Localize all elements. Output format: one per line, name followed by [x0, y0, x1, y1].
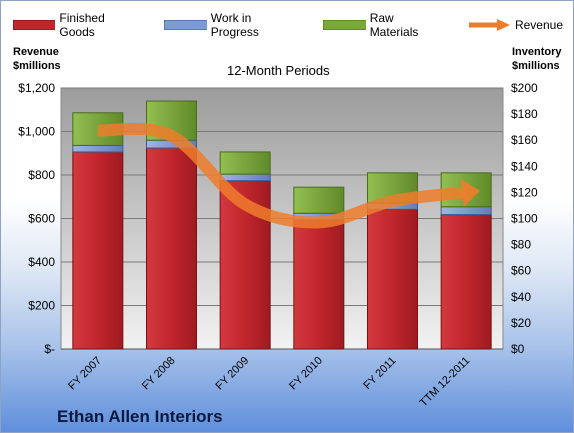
- bar-work-in-progress: [219, 173, 271, 182]
- legend-item-work-in-progress: Work in Progress: [164, 11, 299, 39]
- y-tick-right-label: $80: [511, 238, 531, 252]
- right-axis-title: Inventory $millions: [512, 46, 562, 72]
- y-tick-right-label: $200: [511, 81, 538, 95]
- x-tick-label: TTM 12-2011: [418, 355, 473, 410]
- y-tick-right-label: $180: [511, 107, 538, 121]
- legend-item-finished-goods: Finished Goods: [13, 11, 140, 39]
- x-tick-label: FY 2008: [140, 355, 178, 393]
- y-tick-right-label: $40: [511, 290, 531, 304]
- y-tick-left-label: $400: [28, 255, 55, 269]
- x-tick-label: FY 2010: [287, 355, 325, 393]
- bar-raw-materials: [219, 151, 271, 175]
- y-tick-left-label: $1,200: [18, 81, 55, 95]
- y-tick-left-label: $600: [28, 212, 55, 226]
- y-tick-left-label: $1,000: [18, 125, 55, 139]
- y-tick-right-label: $140: [511, 159, 538, 173]
- y-tick-right-label: $120: [511, 185, 538, 199]
- x-tick-label: FY 2007: [66, 355, 104, 393]
- revenue-arrowhead: [460, 178, 481, 207]
- legend-label: Revenue: [514, 18, 563, 32]
- left-axis-title: Revenue $millions: [13, 46, 61, 72]
- y-tick-right-label: $60: [511, 264, 531, 278]
- bar-finished-goods: [72, 151, 124, 350]
- legend-item-raw-materials: Raw Materials: [323, 11, 443, 39]
- legend-label: Work in Progress: [210, 11, 259, 39]
- legend-label: Finished Goods: [59, 11, 105, 39]
- y-tick-left-label: $800: [28, 168, 55, 182]
- revenue-line: [97, 122, 467, 229]
- bar-finished-goods: [293, 219, 345, 350]
- chart-title: 12-Month Periods: [227, 63, 330, 78]
- bar-raw-materials: [293, 186, 345, 214]
- legend-label: Raw Materials: [369, 11, 419, 39]
- legend-item-revenue: Revenue: [467, 11, 563, 39]
- bar-work-in-progress: [72, 144, 124, 153]
- bar-work-in-progress: [440, 206, 492, 216]
- bar-finished-goods: [367, 208, 418, 350]
- y-tick-right-label: $100: [511, 212, 538, 226]
- bar-finished-goods: [146, 147, 197, 350]
- y-tick-right-label: $0: [511, 342, 525, 356]
- company-name: Ethan Allen Interiors: [57, 407, 223, 426]
- x-tick-label: FY 2009: [214, 355, 252, 393]
- bar-finished-goods: [440, 214, 492, 350]
- legend: Finished Goods Work in Progress Raw Mate…: [1, 11, 573, 39]
- y-tick-left-label: $200: [28, 299, 55, 313]
- y-tick-right-label: $160: [511, 133, 538, 147]
- x-tick-label: FY 2011: [361, 355, 398, 392]
- y-tick-left-label: $-: [44, 342, 55, 356]
- y-tick-right-label: $20: [511, 316, 531, 330]
